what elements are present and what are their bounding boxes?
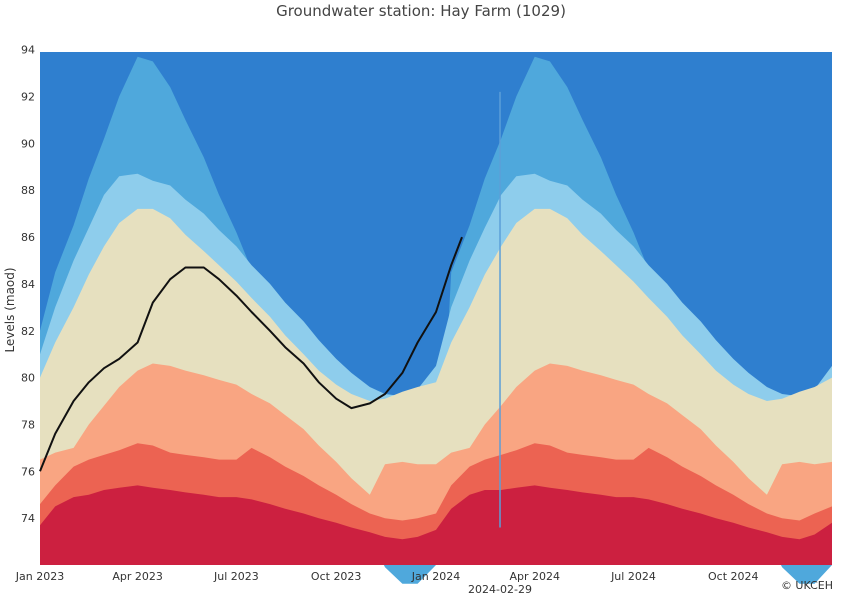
y-axis-ticks: 74 76 78 80 82 84 86 88 90 92 94 — [21, 44, 35, 525]
percentile-bands — [40, 52, 832, 584]
y-tick-label: 86 — [21, 231, 35, 244]
y-tick-label: 88 — [21, 184, 35, 197]
x-tick-label: Oct 2023 — [311, 570, 362, 583]
x-tick-label: Apr 2024 — [509, 570, 560, 583]
y-tick-label: 92 — [21, 91, 35, 104]
x-tick-label: Jan 2023 — [15, 570, 64, 583]
y-tick-label: 82 — [21, 325, 35, 338]
level-series — [39, 91, 501, 528]
y-tick-label: 80 — [21, 372, 35, 385]
y-axis-label: Levels (maod) — [3, 267, 17, 352]
y-tick-label: 90 — [21, 137, 35, 150]
x-tick-label: Apr 2023 — [112, 570, 163, 583]
x-tick-label: Oct 2024 — [708, 570, 759, 583]
chart-title: Groundwater station: Hay Farm (1029) — [276, 2, 566, 20]
x-tick-label: Jan 2024 — [411, 570, 460, 583]
y-tick-label: 84 — [21, 278, 35, 291]
x-tick-label: Jul 2023 — [213, 570, 259, 583]
y-tick-label: 76 — [21, 465, 35, 478]
x-axis-ticks: Jan 2023 Apr 2023 Jul 2023 Oct 2023 Jan 2024… — [15, 570, 759, 583]
y-tick-label: 78 — [21, 418, 35, 431]
x-tick-label: Jul 2024 — [610, 570, 656, 583]
band-area — [40, 485, 832, 565]
y-tick-label: 74 — [21, 512, 35, 525]
highlight-date-label: 2024-02-29 — [468, 583, 532, 595]
credit-text: © UKCEH — [781, 579, 833, 592]
y-tick-label: 94 — [21, 44, 35, 57]
level-line — [39, 236, 463, 472]
